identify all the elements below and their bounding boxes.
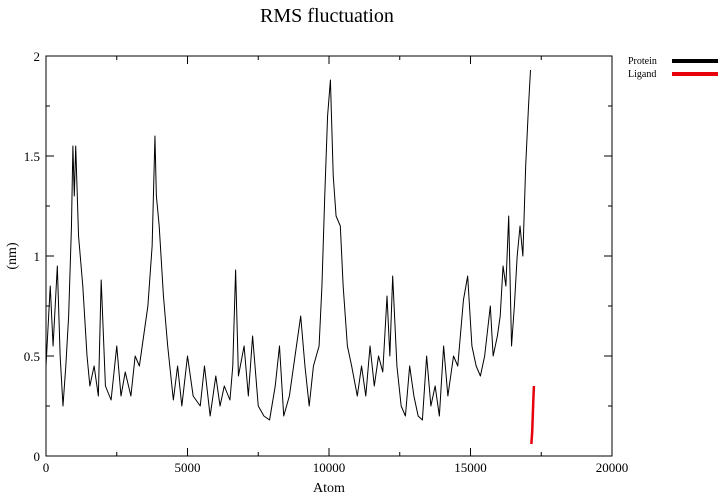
x-axis-label: Atom [313,481,345,496]
x-tick-label: 15000 [454,460,487,475]
legend-label-protein: Protein [628,56,657,67]
x-tick-label: 0 [43,460,50,475]
series-line-ligand [530,385,536,445]
legend-label-ligand: Ligand [628,69,656,80]
y-axis-label: (nm) [5,242,20,270]
y-tick-label: 0 [34,449,41,464]
x-tick-label: 10000 [313,460,346,475]
y-tick-label: 1.5 [24,149,40,164]
x-tick-label: 20000 [596,460,629,475]
chart-title: RMS fluctuation [260,5,394,27]
y-tick-label: 1 [34,249,41,264]
x-tick-label: 5000 [175,460,201,475]
series-line-protein [45,69,531,421]
y-tick-label: 0.5 [24,349,40,364]
y-tick-label: 2 [34,49,41,64]
